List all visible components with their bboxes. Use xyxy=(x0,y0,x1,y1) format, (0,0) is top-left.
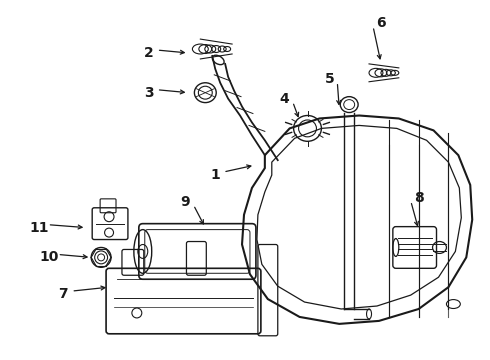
Text: 10: 10 xyxy=(40,251,59,264)
Text: 6: 6 xyxy=(376,16,386,30)
Text: 5: 5 xyxy=(324,72,334,86)
Text: 4: 4 xyxy=(280,92,290,105)
Text: 9: 9 xyxy=(181,195,190,209)
Text: 8: 8 xyxy=(414,191,423,205)
Text: 3: 3 xyxy=(144,86,153,100)
Text: 7: 7 xyxy=(59,287,68,301)
Text: 2: 2 xyxy=(144,46,154,60)
Text: 1: 1 xyxy=(210,168,220,182)
Text: 11: 11 xyxy=(30,221,49,235)
